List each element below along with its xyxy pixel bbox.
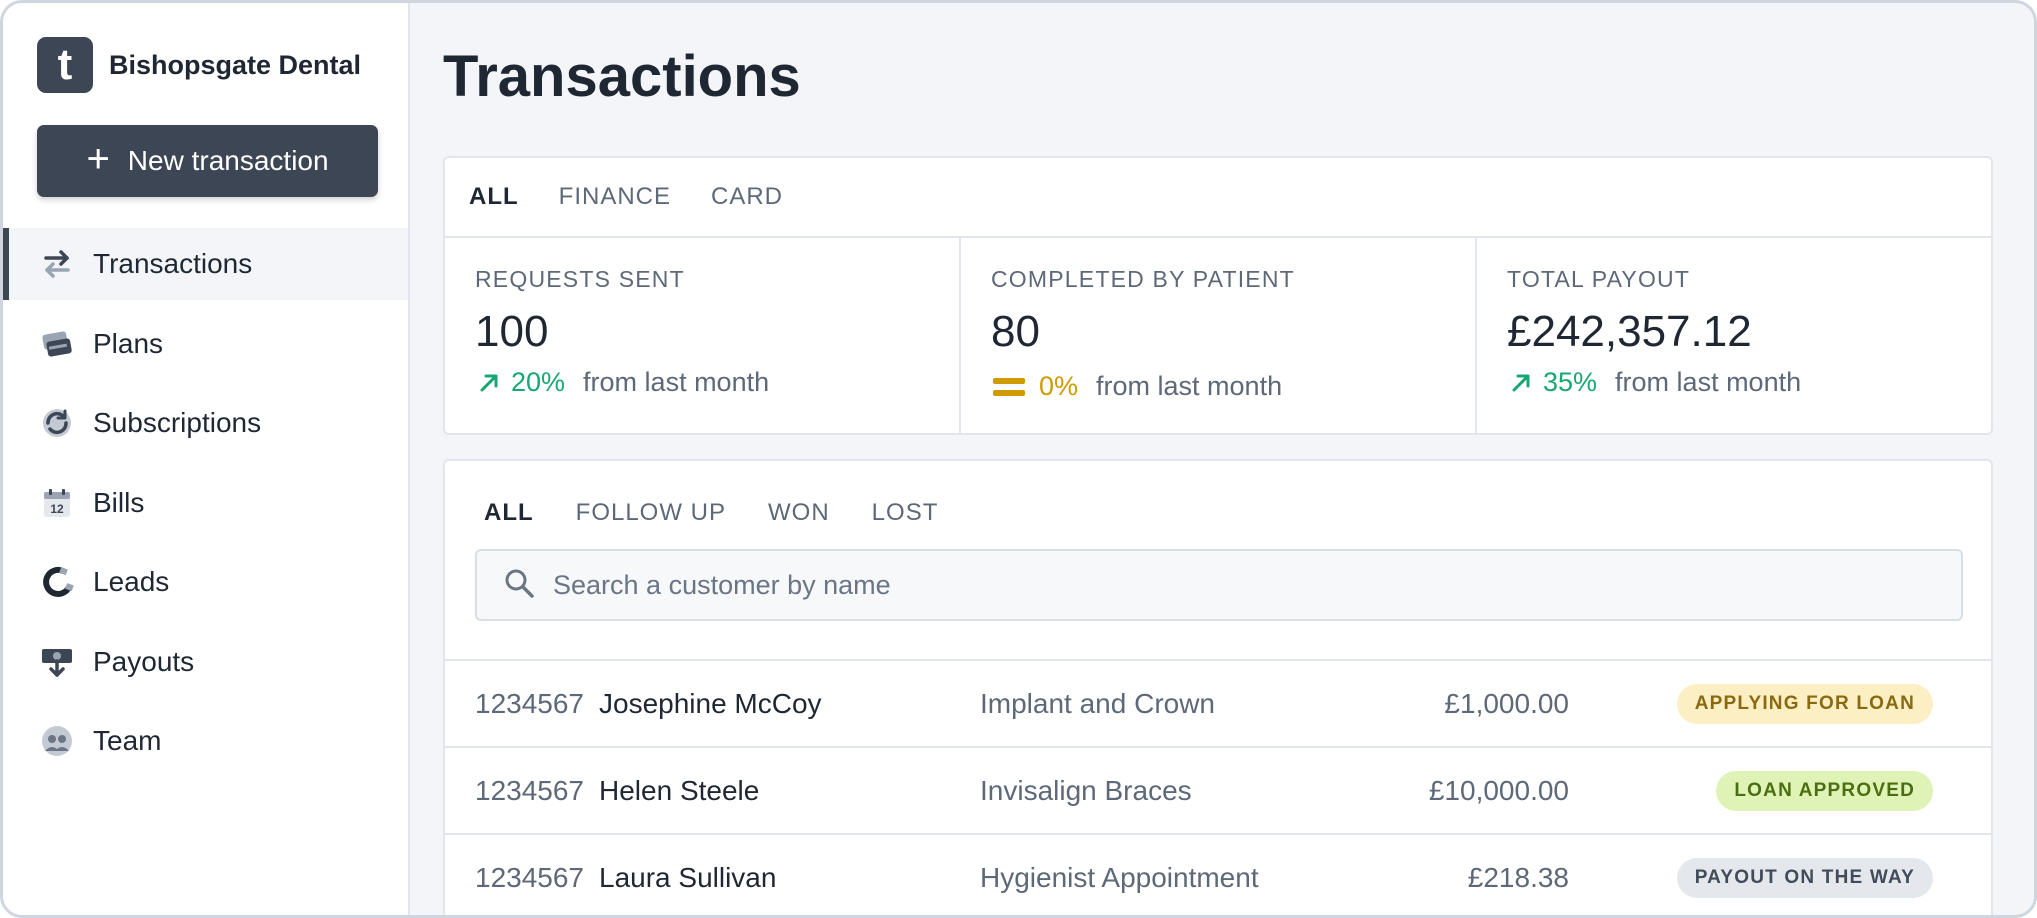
equals-icon xyxy=(991,373,1027,401)
sidebar-item-label: Leads xyxy=(93,566,170,597)
filter-all[interactable]: ALL xyxy=(484,499,534,526)
filter-follow-up[interactable]: FOLLOW UP xyxy=(575,499,727,526)
cards-stack-icon xyxy=(39,326,75,362)
magnet-icon xyxy=(39,564,75,600)
customer-name: Josephine McCoy xyxy=(599,687,822,719)
sidebar-item-label: Transactions xyxy=(93,248,253,279)
sidebar-item-subscriptions[interactable]: Subscriptions xyxy=(3,387,408,459)
filter-tabs: ALL FOLLOW UP WON LOST xyxy=(445,461,1991,551)
stat-label: REQUESTS SENT xyxy=(475,266,685,292)
sidebar-item-transactions[interactable]: Transactions xyxy=(3,228,408,300)
filter-lost[interactable]: LOST xyxy=(871,499,939,526)
stat-value: £242,357.12 xyxy=(1507,307,1752,356)
transaction-id: 1234567 xyxy=(475,687,585,719)
stat-value: 80 xyxy=(991,307,1040,356)
customer-name: Laura Sullivan xyxy=(599,861,777,893)
stat-label: COMPLETED BY PATIENT xyxy=(991,266,1295,292)
search-input[interactable] xyxy=(553,569,1953,601)
status-badge: PAYOUT ON THE WAY xyxy=(1676,857,1933,898)
brand-logo: t xyxy=(37,37,93,93)
calendar-icon: 12 xyxy=(39,485,75,521)
transactions-list-card: ALL FOLLOW UP WON LOST 1234567 Josephine… xyxy=(443,459,1993,915)
tab-finance[interactable]: FINANCE xyxy=(558,183,671,210)
status-badge: LOAN APPROVED xyxy=(1716,770,1933,811)
refresh-cycle-icon xyxy=(39,405,75,441)
sidebar-item-label: Payouts xyxy=(93,645,195,677)
sidebar-item-label: Team xyxy=(93,725,162,756)
transaction-id: 1234567 xyxy=(475,861,585,893)
new-transaction-button[interactable]: + New transaction xyxy=(37,125,378,197)
calendar-day: 12 xyxy=(50,502,64,516)
sidebar-item-label: Subscriptions xyxy=(93,407,262,438)
stat-requests-sent: REQUESTS SENT 100 20% from last month xyxy=(445,238,961,435)
team-icon xyxy=(39,723,75,759)
sidebar-item-bills[interactable]: 12 Bills xyxy=(3,467,408,539)
stat-change-percent: 35% xyxy=(1543,367,1598,397)
money-download-icon xyxy=(39,644,75,680)
tab-all[interactable]: ALL xyxy=(469,183,519,210)
transactions-table: 1234567 Josephine McCoy Implant and Crow… xyxy=(445,659,1991,915)
stat-change-suffix: from last month xyxy=(1615,367,1802,397)
stat-value: 100 xyxy=(475,307,549,356)
sidebar-item-leads[interactable]: Leads xyxy=(3,546,408,618)
arrow-up-right-icon xyxy=(475,369,503,397)
table-row[interactable]: 1234567 Josephine McCoy Implant and Crow… xyxy=(445,661,1991,748)
plus-icon: + xyxy=(86,137,110,181)
arrow-up-right-icon xyxy=(1507,369,1535,397)
amount: £218.38 xyxy=(1467,861,1569,893)
brand-name: Bishopsgate Dental xyxy=(109,49,362,80)
stat-change-percent: 0% xyxy=(1039,371,1079,401)
arrows-exchange-icon xyxy=(39,246,75,282)
stats-tabs: ALL FINANCE CARD xyxy=(445,158,1991,238)
transaction-id: 1234567 xyxy=(475,774,585,806)
treatment: Implant and Crown xyxy=(980,687,1216,719)
stat-change-suffix: from last month xyxy=(1096,371,1283,401)
filter-won[interactable]: WON xyxy=(768,499,830,526)
search-box[interactable] xyxy=(475,549,1963,621)
treatment: Invisalign Braces xyxy=(980,774,1192,806)
stats-card: ALL FINANCE CARD REQUESTS SENT 100 20% f… xyxy=(443,156,1993,435)
stat-change-suffix: from last month xyxy=(583,367,770,397)
sidebar-item-label: Bills xyxy=(93,486,145,518)
table-row[interactable]: 1234567 Helen Steele Invisalign Braces £… xyxy=(445,748,1991,835)
table-row[interactable]: 1234567 Laura Sullivan Hygienist Appoint… xyxy=(445,835,1991,915)
page-title: Transactions xyxy=(443,44,801,109)
sidebar-item-payouts[interactable]: Payouts xyxy=(3,626,408,698)
amount: £1,000.00 xyxy=(1444,687,1569,719)
amount: £10,000.00 xyxy=(1428,774,1569,806)
search-icon xyxy=(503,567,535,604)
stat-change-percent: 20% xyxy=(511,367,566,397)
status-badge: APPLYING FOR LOAN xyxy=(1676,683,1933,724)
new-transaction-label: New transaction xyxy=(127,145,329,176)
stat-completed-by-patient: COMPLETED BY PATIENT 80 0% from last mon… xyxy=(961,238,1477,435)
sidebar: t Bishopsgate Dental + New transaction T… xyxy=(3,3,410,915)
stat-label: TOTAL PAYOUT xyxy=(1507,266,1691,292)
tab-card[interactable]: CARD xyxy=(711,183,784,210)
stat-total-payout: TOTAL PAYOUT £242,357.12 35% from last m… xyxy=(1477,238,1991,435)
sidebar-item-plans[interactable]: Plans xyxy=(3,308,408,380)
sidebar-item-label: Plans xyxy=(93,327,164,359)
sidebar-nav: Transactions Plans xyxy=(3,228,408,785)
treatment: Hygienist Appointment xyxy=(980,861,1259,893)
brand[interactable]: t Bishopsgate Dental xyxy=(37,37,361,93)
customer-name: Helen Steele xyxy=(599,774,760,806)
sidebar-item-team[interactable]: Team xyxy=(3,705,408,777)
